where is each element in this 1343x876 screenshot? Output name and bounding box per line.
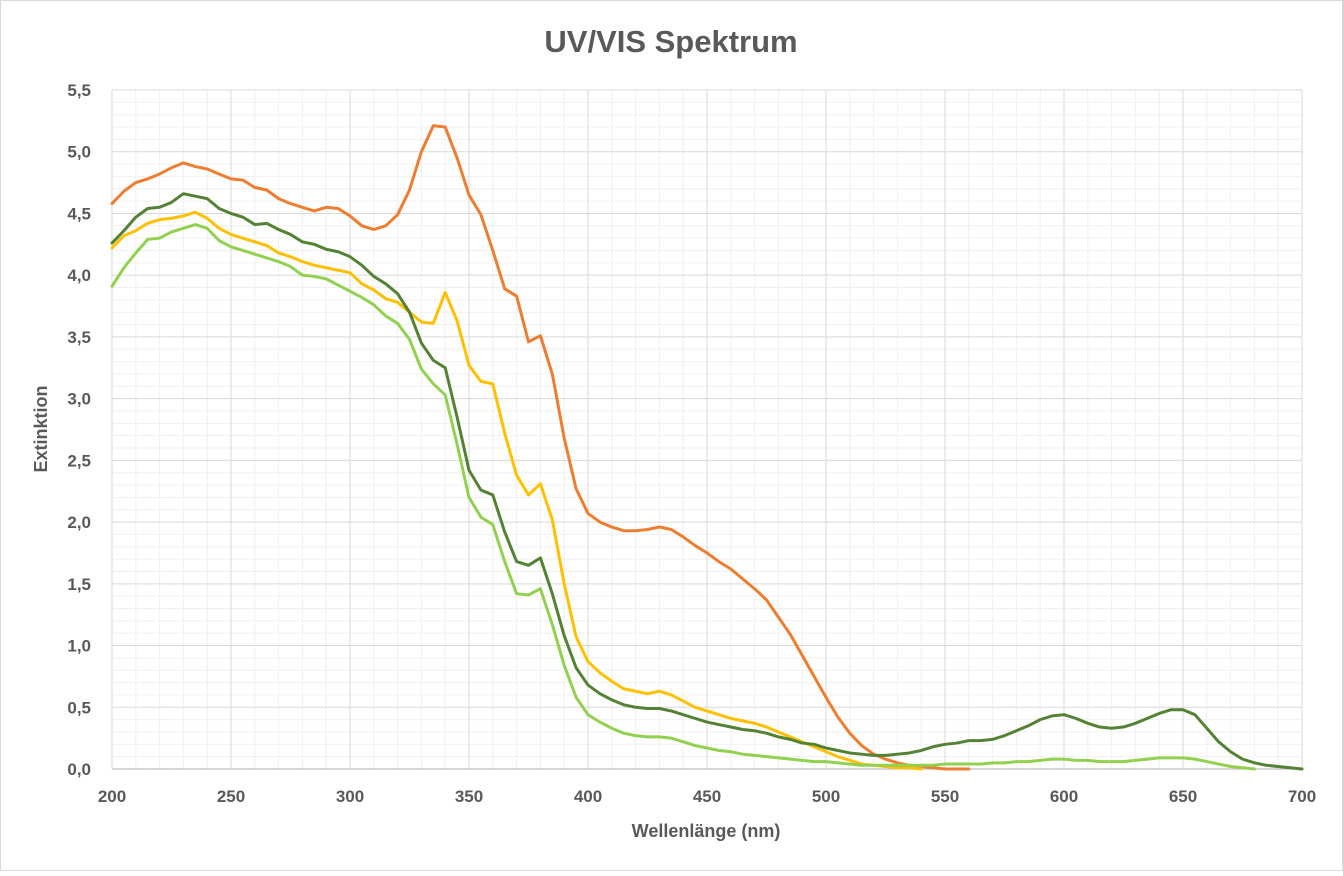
- x-tick-label: 700: [1288, 787, 1316, 806]
- series-line-4: [110, 223, 1256, 771]
- series-line-2: [110, 210, 923, 771]
- y-tick-label: 4,0: [67, 266, 91, 285]
- x-tick-label: 600: [1050, 787, 1078, 806]
- y-tick-label: 1,0: [67, 637, 91, 656]
- y-tick-label: 5,0: [67, 143, 91, 162]
- x-tick-label: 200: [98, 787, 126, 806]
- x-tick-label: 350: [455, 787, 483, 806]
- y-tick-label: 2,0: [67, 513, 91, 532]
- x-tick-label: 450: [693, 787, 721, 806]
- x-tick-label: 300: [336, 787, 364, 806]
- x-tick-label: 550: [931, 787, 959, 806]
- y-tick-label: 2,5: [67, 451, 91, 470]
- x-tick-label: 650: [1169, 787, 1197, 806]
- y-tick-label: 5,5: [67, 81, 91, 100]
- major-gridlines: [112, 89, 1303, 769]
- y-tick-label: 1,5: [67, 575, 91, 594]
- y-tick-label: 0,0: [67, 760, 91, 779]
- x-tick-label: 400: [574, 787, 602, 806]
- y-tick-label: 0,5: [67, 698, 91, 717]
- x-axis-label: Wellenlänge (nm): [632, 821, 781, 841]
- minor-gridlines: [112, 90, 1302, 769]
- y-axis-label: Extinktion: [31, 385, 51, 472]
- chart-title: UV/VIS Spektrum: [544, 24, 797, 59]
- series-line-1: [110, 124, 971, 771]
- y-tick-label: 3,5: [67, 328, 91, 347]
- series-line-3: [110, 192, 1304, 771]
- y-tick-label: 3,0: [67, 390, 91, 409]
- series-layer: [110, 124, 1304, 771]
- y-tick-label: 4,5: [67, 204, 91, 223]
- x-tick-label: 250: [217, 787, 245, 806]
- x-tick-label: 500: [812, 787, 840, 806]
- tick-labels: 200 250 300 350 400 450 500 550 600 650 700 0,0 0,5 1…: [67, 81, 1316, 806]
